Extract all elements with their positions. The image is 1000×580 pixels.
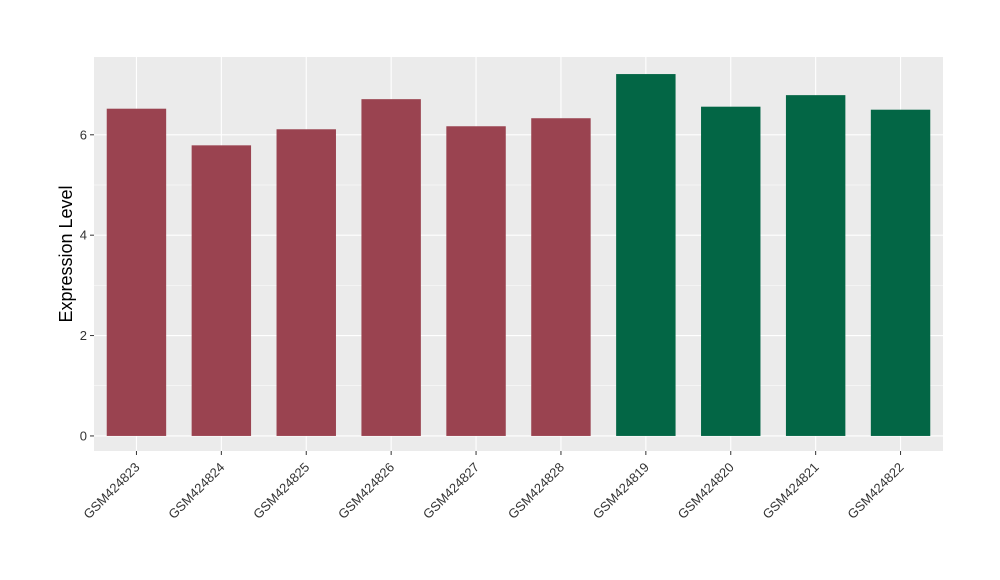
x-tick-label: GSM424827 [420,460,482,522]
y-axis-title: Expression Level [56,185,76,322]
y-tick-label: 6 [80,127,87,142]
bar-GSM424819 [616,74,676,436]
y-tick-label: 2 [80,328,87,343]
x-tick-label: GSM424825 [250,460,312,522]
bar-GSM424828 [531,118,591,436]
x-tick-label: GSM424823 [80,460,142,522]
bar-GSM424827 [446,126,506,436]
x-tick-label: GSM424826 [335,460,397,522]
y-tick-label: 4 [80,228,87,243]
x-tick-label: GSM424824 [165,460,227,522]
bars [106,74,931,436]
bar-GSM424825 [276,129,336,436]
bar-GSM424826 [361,99,421,436]
x-tick-label: GSM424820 [675,460,737,522]
y-tick-label: 0 [80,428,87,443]
bar-GSM424821 [785,95,846,436]
y-axis: 0 2 4 6 [80,127,94,443]
bar-GSM424820 [701,106,761,436]
x-tick-label: GSM424821 [760,460,822,522]
bar-GSM424824 [191,145,252,436]
x-tick-label: GSM424819 [590,460,652,522]
bar-GSM424822 [870,109,931,436]
x-axis: GSM424823 GSM424824 GSM424825 GSM424826 GSM4… [80,451,907,522]
x-tick-label: GSM424828 [505,460,567,522]
bar-GSM424823 [106,108,167,436]
x-tick-label: GSM424822 [844,460,906,522]
